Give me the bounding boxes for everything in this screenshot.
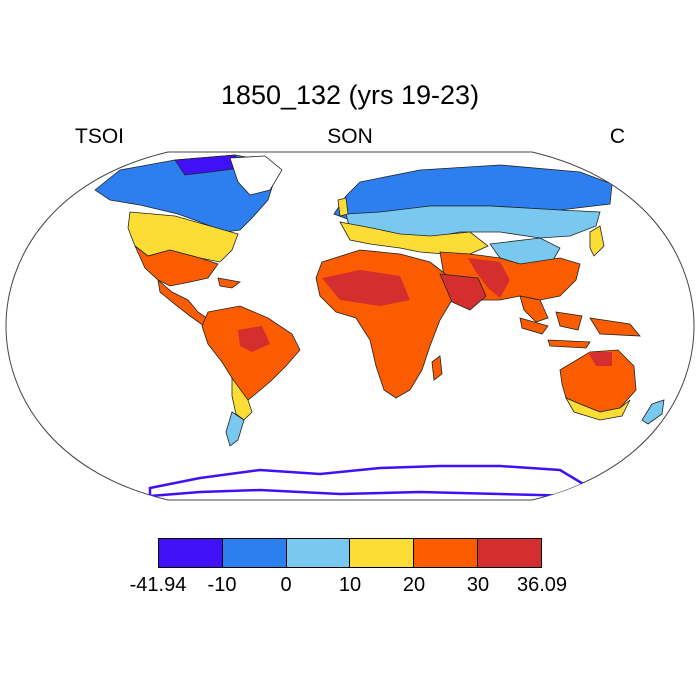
south-america xyxy=(201,305,301,447)
madagascar xyxy=(431,355,443,381)
colorbar-tick-label: -10 xyxy=(207,574,237,596)
japan xyxy=(589,225,605,257)
season-label: SON xyxy=(327,125,373,148)
australia xyxy=(559,349,637,421)
new-zealand xyxy=(641,399,665,425)
colorbar-tick-label: 0 xyxy=(280,574,292,596)
british-isles xyxy=(337,197,349,217)
colorbar-ticks: -41.94 -10 0 10 20 30 36.09 xyxy=(0,574,700,604)
eurasia xyxy=(333,164,613,323)
africa xyxy=(315,249,487,399)
colorbar xyxy=(158,538,542,568)
colorbar-tick-label: 36.09 xyxy=(516,574,568,596)
map-title: 1850_132 (yrs 19-23) xyxy=(220,80,480,110)
colorbar-swatch-3 xyxy=(286,539,351,567)
colorbar-tick-label: -41.94 xyxy=(129,574,187,596)
colorbar-swatch-4 xyxy=(350,539,415,567)
indonesia xyxy=(519,311,641,349)
north-america xyxy=(94,154,276,327)
colorbar-tick-label: 20 xyxy=(402,574,426,596)
colorbar-tick-label: 30 xyxy=(466,574,490,596)
colorbar-tick-label: 10 xyxy=(338,574,362,596)
colorbar-swatch-1 xyxy=(159,539,223,567)
colorbar-swatch-5 xyxy=(414,539,479,567)
colorbar-swatch-2 xyxy=(222,539,287,567)
greenland xyxy=(229,155,283,196)
units-label: C xyxy=(609,125,625,148)
colorbar-swatch-6 xyxy=(478,539,541,567)
variable-label: TSOI xyxy=(75,125,125,148)
